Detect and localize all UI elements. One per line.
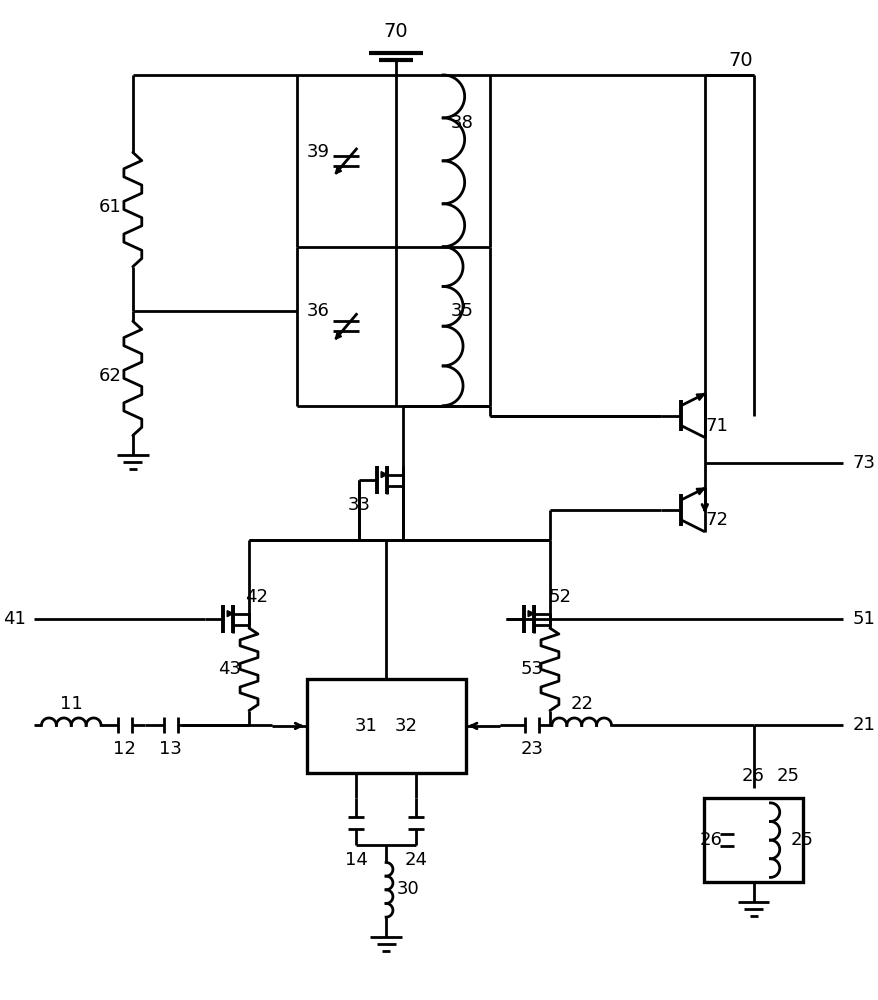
Text: 41: 41 <box>3 610 25 628</box>
Text: 70: 70 <box>384 22 408 41</box>
Text: 39: 39 <box>306 143 329 161</box>
Text: 26: 26 <box>699 831 722 849</box>
Text: 32: 32 <box>394 717 417 735</box>
Text: 33: 33 <box>348 496 371 514</box>
Text: 73: 73 <box>852 454 874 472</box>
Text: 26: 26 <box>741 767 764 785</box>
Text: 25: 25 <box>776 767 799 785</box>
Text: 62: 62 <box>98 367 121 385</box>
Text: 14: 14 <box>344 851 367 869</box>
Text: 70: 70 <box>728 51 752 70</box>
Text: 72: 72 <box>704 511 728 529</box>
Text: 11: 11 <box>60 695 83 713</box>
Polygon shape <box>528 611 534 617</box>
Text: 38: 38 <box>450 114 473 132</box>
Text: 53: 53 <box>520 660 543 678</box>
Text: 61: 61 <box>98 198 121 216</box>
Text: 52: 52 <box>548 588 571 606</box>
Text: 36: 36 <box>306 302 329 320</box>
Text: 51: 51 <box>852 610 874 628</box>
Bar <box>306 679 465 773</box>
Text: 30: 30 <box>396 880 419 898</box>
Text: 22: 22 <box>570 695 593 713</box>
Bar <box>703 798 802 882</box>
Polygon shape <box>695 488 704 495</box>
Text: 42: 42 <box>245 588 268 606</box>
Polygon shape <box>227 611 233 617</box>
Text: 13: 13 <box>159 740 182 758</box>
Text: 43: 43 <box>218 660 241 678</box>
Text: 23: 23 <box>520 740 543 758</box>
Polygon shape <box>381 472 386 478</box>
Text: 35: 35 <box>450 302 473 320</box>
Text: 12: 12 <box>113 740 136 758</box>
Text: 31: 31 <box>355 717 378 735</box>
Text: 21: 21 <box>852 716 874 734</box>
Polygon shape <box>335 167 342 174</box>
Polygon shape <box>695 394 704 400</box>
Polygon shape <box>335 333 342 339</box>
Text: 24: 24 <box>404 851 427 869</box>
Text: 71: 71 <box>704 417 727 435</box>
Text: 25: 25 <box>789 831 812 849</box>
